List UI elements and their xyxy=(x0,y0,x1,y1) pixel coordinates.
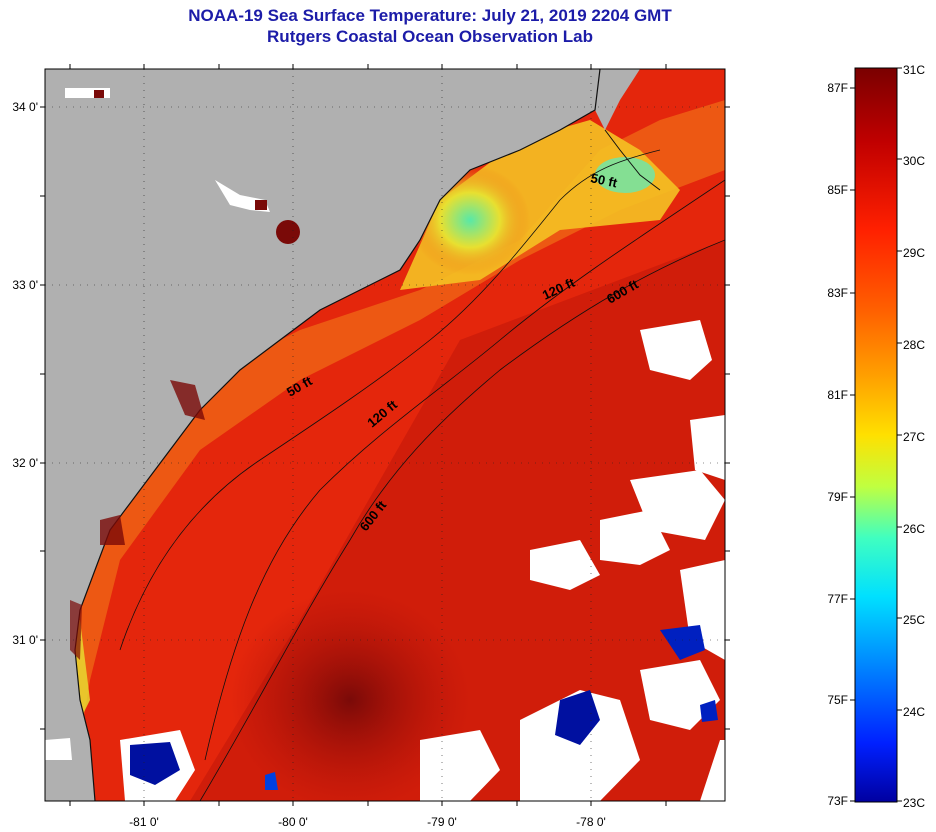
lat-label-31: 31 0' xyxy=(12,633,38,647)
cb-c-30: 30C xyxy=(903,154,925,168)
cold-patch xyxy=(555,690,600,745)
graticule xyxy=(45,69,725,801)
lon-label-78: -78 0' xyxy=(576,815,606,829)
lon-label-81: -81 0' xyxy=(129,815,159,829)
cloud-area xyxy=(640,320,712,380)
lon-label-79: -79 0' xyxy=(427,815,457,829)
cb-f-79: 79F xyxy=(827,490,848,504)
cb-f-75: 75F xyxy=(827,693,848,707)
cb-f-77: 77F xyxy=(827,592,848,606)
isobath-120ft xyxy=(204,179,725,761)
cb-c-29: 29C xyxy=(903,246,925,260)
contour-label-50ft-north: 50 ft xyxy=(589,170,619,190)
cb-c-31: 31C xyxy=(903,63,925,77)
land-area xyxy=(45,69,600,801)
lon-label-80: -80 0' xyxy=(278,815,308,829)
cb-f-85: 85F xyxy=(827,183,848,197)
lat-label-32: 32 0' xyxy=(12,456,38,470)
cb-f-81: 81F xyxy=(827,388,848,402)
isobath-600ft xyxy=(199,239,725,801)
cb-c-28: 28C xyxy=(903,338,925,352)
isobath-50ft xyxy=(119,149,661,651)
cb-c-26: 26C xyxy=(903,522,925,536)
cb-f-87: 87F xyxy=(827,81,848,95)
cb-c-27: 27C xyxy=(903,430,925,444)
cb-c-23: 23C xyxy=(903,796,925,810)
colorbar-ticks xyxy=(850,67,902,802)
cb-c-24: 24C xyxy=(903,705,925,719)
cb-c-25: 25C xyxy=(903,613,925,627)
cb-f-83: 83F xyxy=(827,286,848,300)
axis-ticks xyxy=(40,64,730,806)
map-title: NOAA-19 Sea Surface Temperature: July 21… xyxy=(188,6,672,25)
map-subtitle: Rutgers Coastal Ocean Observation Lab xyxy=(267,27,593,46)
lat-label-34: 34 0' xyxy=(12,100,38,114)
colorbar xyxy=(854,67,898,803)
lat-label-33: 33 0' xyxy=(12,278,38,292)
cb-f-73: 73F xyxy=(827,794,848,808)
map-frame xyxy=(44,68,726,802)
